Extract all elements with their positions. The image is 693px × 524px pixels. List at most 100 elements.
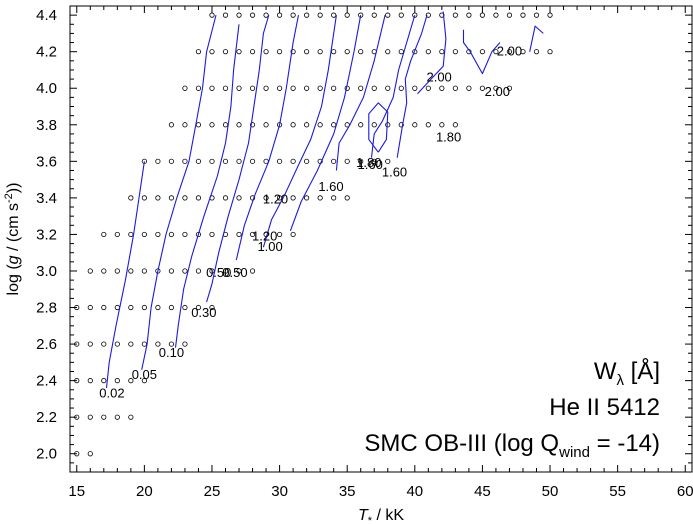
grid-point bbox=[493, 12, 499, 18]
grid-point bbox=[304, 195, 310, 201]
grid-point bbox=[533, 12, 540, 18]
grid-point bbox=[547, 12, 553, 18]
grid-point bbox=[398, 49, 404, 55]
y-tick-label: 4.0 bbox=[36, 80, 57, 97]
grid-point bbox=[385, 158, 391, 164]
grid-point bbox=[317, 49, 323, 55]
grid-point bbox=[101, 304, 107, 311]
grid-point bbox=[222, 158, 229, 164]
contour-lines bbox=[105, 11, 544, 388]
grid-point bbox=[425, 85, 431, 91]
grid-point bbox=[114, 378, 120, 384]
grid-point bbox=[249, 158, 256, 164]
grid-point bbox=[304, 12, 310, 18]
grid-point bbox=[371, 12, 377, 18]
grid-point bbox=[209, 49, 215, 55]
grid-point bbox=[371, 85, 377, 91]
grid-point bbox=[344, 49, 350, 55]
grid-point bbox=[506, 12, 513, 18]
grid-point bbox=[371, 122, 377, 128]
grid-point bbox=[385, 85, 391, 91]
grid-point bbox=[263, 12, 269, 18]
grid-point bbox=[317, 122, 323, 128]
grid-point bbox=[249, 49, 256, 55]
grid-point bbox=[195, 49, 202, 55]
grid-point bbox=[182, 341, 188, 347]
grid-point bbox=[74, 451, 80, 457]
grid-point bbox=[425, 122, 431, 128]
grid-point bbox=[439, 122, 445, 128]
contour-label: 2.00 bbox=[497, 44, 522, 59]
grid-point bbox=[276, 49, 283, 55]
grid-point bbox=[276, 158, 283, 164]
contour-line bbox=[370, 14, 416, 158]
x-tick-labels: 15 20 25 30 35 40 45 50 55 60 bbox=[68, 483, 693, 500]
y-tick-label: 3.2 bbox=[36, 226, 57, 243]
grid-point bbox=[304, 158, 310, 164]
y-tick-label: 3.0 bbox=[36, 263, 57, 280]
grid-point bbox=[74, 304, 80, 311]
grid-point bbox=[452, 12, 458, 18]
grid-point bbox=[168, 341, 175, 347]
grid-point bbox=[222, 268, 229, 274]
contour-line bbox=[396, 14, 428, 158]
grid-point bbox=[249, 122, 256, 128]
grid-point bbox=[506, 85, 513, 91]
grid-point bbox=[74, 341, 80, 347]
grid-point bbox=[209, 12, 215, 18]
contour-label: 0.02 bbox=[99, 385, 124, 400]
x-tick-label: 60 bbox=[677, 483, 693, 500]
grid-point bbox=[209, 122, 215, 128]
grid-point bbox=[276, 12, 283, 18]
y-tick-label: 2.2 bbox=[36, 409, 57, 426]
x-tick-label: 20 bbox=[136, 483, 153, 500]
contour-line bbox=[335, 14, 386, 171]
grid-point bbox=[155, 341, 161, 347]
contour-label: 1.00 bbox=[257, 239, 282, 254]
grid-point bbox=[101, 414, 107, 420]
grid-point bbox=[331, 122, 337, 128]
grid-point bbox=[236, 195, 242, 201]
grid-point bbox=[412, 12, 418, 18]
grid-point bbox=[182, 268, 188, 274]
y-tick-labels: 2.0 2.2 2.4 2.6 2.8 3.0 3.2 3.4 3.6 3.8 4.0 4.2 4.4 bbox=[36, 7, 57, 463]
grid-point bbox=[87, 341, 93, 347]
grid-point bbox=[114, 268, 120, 274]
grid-point bbox=[168, 304, 175, 311]
contour-line bbox=[174, 24, 240, 348]
grid-point bbox=[195, 158, 202, 164]
plot-frame bbox=[69, 5, 693, 473]
y-tick-label: 2.4 bbox=[36, 373, 57, 390]
grid-point bbox=[331, 12, 337, 18]
grid-point bbox=[290, 49, 296, 55]
grid-point bbox=[236, 158, 242, 164]
contour-labels: 0.020.050.100.300.500.501.001.201.201.60… bbox=[99, 44, 522, 401]
grid-point bbox=[236, 85, 242, 91]
grid-point bbox=[209, 268, 215, 274]
grid-point bbox=[439, 49, 445, 55]
x-tick-label: 45 bbox=[474, 483, 491, 500]
y-tick-label: 3.8 bbox=[36, 117, 57, 134]
grid-point bbox=[195, 231, 202, 238]
y-tick-label: 2.0 bbox=[36, 446, 57, 463]
grid-point bbox=[452, 122, 458, 128]
grid-point bbox=[128, 268, 134, 274]
grid-point bbox=[425, 12, 431, 18]
grid-point bbox=[209, 85, 215, 91]
grid-point bbox=[182, 231, 188, 238]
grid-point bbox=[182, 85, 188, 91]
grid-point bbox=[371, 158, 377, 164]
grid-point bbox=[344, 195, 350, 201]
grid-point bbox=[155, 195, 161, 201]
grid-point bbox=[114, 414, 120, 420]
grid-point bbox=[249, 12, 256, 18]
grid-point bbox=[290, 85, 296, 91]
grid-point bbox=[331, 158, 337, 164]
grid-point bbox=[222, 85, 229, 91]
annotation-line-1: Wλ [Å] bbox=[594, 357, 660, 389]
contour-line bbox=[368, 102, 389, 153]
contour-label: 2.00 bbox=[426, 69, 451, 84]
axis-ticks bbox=[70, 5, 692, 472]
grid-point bbox=[195, 304, 202, 311]
contour-line bbox=[141, 14, 217, 370]
